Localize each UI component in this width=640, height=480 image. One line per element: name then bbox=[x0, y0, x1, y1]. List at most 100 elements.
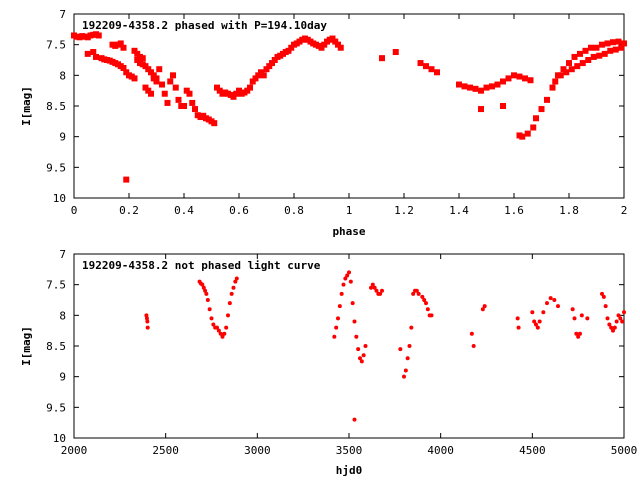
data-point bbox=[247, 84, 253, 91]
data-point bbox=[544, 96, 550, 103]
data-point bbox=[398, 347, 403, 352]
data-point bbox=[352, 417, 357, 422]
data-point bbox=[422, 298, 427, 302]
data-point bbox=[610, 39, 616, 46]
data-point bbox=[181, 103, 187, 109]
x-tick-label: 1.8 bbox=[559, 204, 579, 217]
data-point bbox=[505, 75, 512, 82]
data-point bbox=[532, 319, 537, 324]
data-point bbox=[500, 78, 506, 85]
data-point bbox=[403, 368, 408, 373]
data-point bbox=[332, 334, 337, 339]
data-point bbox=[519, 133, 526, 140]
data-point bbox=[372, 285, 377, 290]
data-point bbox=[95, 32, 102, 39]
y-tick-label: 8.5 bbox=[46, 340, 66, 353]
data-point bbox=[478, 106, 484, 113]
data-point bbox=[341, 282, 346, 287]
data-point bbox=[374, 288, 379, 293]
data-point bbox=[557, 72, 564, 79]
data-point bbox=[255, 72, 262, 79]
phased-plot-frame bbox=[73, 13, 625, 199]
y-tick-label: 10 bbox=[53, 192, 66, 205]
y-tick-label: 7.5 bbox=[46, 279, 66, 292]
data-point bbox=[337, 304, 342, 309]
data-point bbox=[601, 50, 608, 57]
data-point bbox=[258, 69, 264, 76]
data-point bbox=[356, 347, 361, 352]
data-point bbox=[334, 325, 339, 330]
data-point bbox=[131, 75, 138, 82]
data-point bbox=[233, 279, 238, 284]
data-point bbox=[134, 57, 141, 63]
data-point bbox=[533, 115, 539, 122]
data-point bbox=[145, 66, 152, 73]
data-point bbox=[269, 60, 275, 67]
data-point bbox=[90, 49, 97, 56]
data-point bbox=[230, 93, 237, 100]
data-point bbox=[144, 313, 149, 318]
data-point bbox=[416, 291, 421, 296]
data-point bbox=[150, 72, 157, 79]
data-point bbox=[369, 285, 373, 290]
data-point bbox=[563, 69, 570, 76]
data-point bbox=[605, 316, 610, 321]
data-point bbox=[260, 72, 267, 79]
data-point bbox=[224, 325, 229, 330]
data-point bbox=[216, 328, 221, 333]
data-point bbox=[263, 66, 270, 73]
data-point bbox=[599, 41, 605, 48]
data-point bbox=[549, 84, 556, 91]
data-point bbox=[603, 304, 608, 309]
y-tick-label: 9 bbox=[59, 131, 66, 144]
data-point bbox=[582, 47, 589, 54]
data-point bbox=[142, 84, 149, 91]
y-tick-label: 8 bbox=[59, 309, 66, 322]
data-point bbox=[534, 322, 538, 327]
data-point bbox=[576, 334, 581, 339]
data-point bbox=[266, 63, 273, 70]
data-point bbox=[560, 66, 567, 73]
data-point bbox=[358, 356, 362, 361]
data-point bbox=[483, 84, 490, 91]
unphased-y-ticks: 7 7.5 8 8.5 9 9.5 10 bbox=[46, 248, 624, 445]
data-point bbox=[214, 84, 220, 91]
data-point bbox=[332, 38, 339, 45]
data-point bbox=[379, 55, 385, 62]
data-point bbox=[337, 44, 344, 51]
x-tick-label: 4500 bbox=[519, 444, 546, 457]
data-point bbox=[335, 41, 341, 48]
data-point bbox=[545, 301, 549, 306]
data-point bbox=[203, 288, 208, 293]
data-point bbox=[123, 176, 130, 183]
data-point bbox=[215, 325, 219, 330]
phased-x-ticks: 0 0.2 0.4 0.6 0.8 1 1.2 1.4 1.6 1.8 2 bbox=[71, 14, 628, 217]
data-point bbox=[329, 35, 336, 42]
data-point bbox=[600, 291, 604, 296]
data-point bbox=[192, 106, 198, 113]
data-point bbox=[200, 282, 205, 287]
data-point bbox=[233, 90, 240, 97]
x-tick-label: 3000 bbox=[244, 444, 271, 457]
data-point bbox=[424, 301, 428, 306]
data-point bbox=[145, 325, 150, 330]
unphased-x-axis-label: hjd0 bbox=[336, 464, 363, 477]
data-point bbox=[480, 307, 485, 312]
phased-data-points bbox=[71, 31, 627, 183]
x-tick-label: 2 bbox=[621, 204, 628, 217]
x-tick-label: 0 bbox=[71, 204, 78, 217]
data-point bbox=[423, 63, 429, 70]
data-point bbox=[231, 285, 236, 290]
data-point bbox=[183, 87, 190, 94]
data-point bbox=[405, 356, 410, 361]
y-tick-label: 9.5 bbox=[46, 401, 66, 414]
data-point bbox=[618, 316, 623, 321]
data-point bbox=[117, 40, 124, 47]
data-point bbox=[585, 57, 592, 63]
y-tick-label: 7 bbox=[59, 248, 66, 261]
data-point bbox=[378, 291, 383, 296]
data-point bbox=[131, 47, 138, 54]
data-point bbox=[370, 282, 375, 287]
data-point bbox=[120, 64, 127, 71]
